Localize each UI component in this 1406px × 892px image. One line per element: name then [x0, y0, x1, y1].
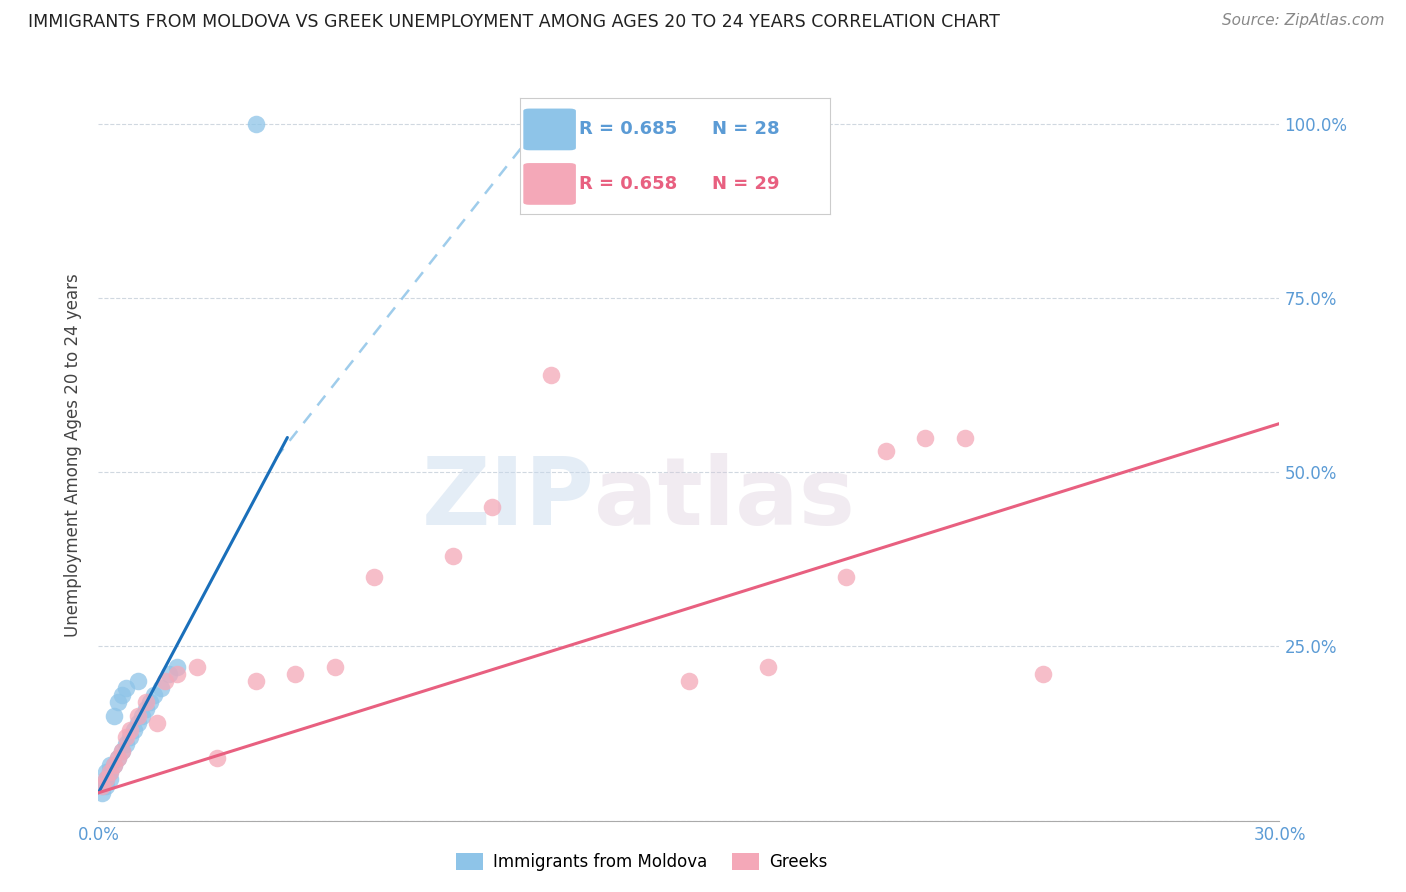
- Text: R = 0.685: R = 0.685: [579, 120, 678, 138]
- Point: [678, 674, 700, 689]
- FancyBboxPatch shape: [523, 109, 576, 150]
- Point: [107, 695, 129, 709]
- Point: [115, 681, 138, 696]
- Point: [98, 758, 121, 772]
- Point: [111, 744, 134, 758]
- Legend: Immigrants from Moldova, Greeks: Immigrants from Moldova, Greeks: [450, 847, 834, 878]
- Point: [107, 751, 129, 765]
- Point: [127, 709, 149, 723]
- Text: N = 29: N = 29: [711, 175, 779, 193]
- Point: [118, 723, 141, 737]
- Text: Source: ZipAtlas.com: Source: ZipAtlas.com: [1222, 13, 1385, 29]
- Point: [98, 764, 121, 779]
- Point: [157, 667, 180, 681]
- Point: [122, 723, 145, 737]
- Point: [111, 744, 134, 758]
- Point: [135, 702, 157, 716]
- Point: [127, 674, 149, 689]
- Point: [205, 751, 228, 765]
- Point: [91, 779, 114, 793]
- Point: [441, 549, 464, 563]
- Point: [131, 709, 153, 723]
- Point: [96, 772, 118, 786]
- Point: [98, 764, 121, 779]
- Text: R = 0.658: R = 0.658: [579, 175, 678, 193]
- Point: [540, 368, 562, 382]
- Point: [481, 500, 503, 515]
- Y-axis label: Unemployment Among Ages 20 to 24 years: Unemployment Among Ages 20 to 24 years: [65, 273, 83, 637]
- Point: [186, 660, 208, 674]
- Point: [323, 660, 346, 674]
- Point: [166, 660, 188, 674]
- Point: [91, 779, 114, 793]
- Text: atlas: atlas: [595, 453, 855, 545]
- Point: [115, 730, 138, 744]
- Point: [284, 667, 307, 681]
- Point: [138, 695, 160, 709]
- Point: [363, 570, 385, 584]
- Point: [103, 709, 125, 723]
- Point: [103, 758, 125, 772]
- Point: [96, 764, 118, 779]
- Point: [1032, 667, 1054, 681]
- Point: [115, 737, 138, 751]
- Point: [245, 674, 267, 689]
- FancyBboxPatch shape: [523, 163, 576, 205]
- Point: [914, 430, 936, 444]
- Point: [96, 772, 118, 786]
- Point: [96, 779, 118, 793]
- Point: [155, 674, 177, 689]
- Point: [91, 786, 114, 800]
- Point: [953, 430, 976, 444]
- Point: [166, 667, 188, 681]
- Point: [875, 444, 897, 458]
- Point: [756, 660, 779, 674]
- Point: [142, 688, 165, 702]
- Text: ZIP: ZIP: [422, 453, 595, 545]
- Point: [118, 730, 141, 744]
- Text: N = 28: N = 28: [711, 120, 779, 138]
- Point: [146, 716, 169, 731]
- Point: [103, 758, 125, 772]
- Point: [98, 772, 121, 786]
- Point: [135, 695, 157, 709]
- Point: [111, 688, 134, 702]
- Point: [245, 117, 267, 131]
- Point: [835, 570, 858, 584]
- Text: IMMIGRANTS FROM MOLDOVA VS GREEK UNEMPLOYMENT AMONG AGES 20 TO 24 YEARS CORRELAT: IMMIGRANTS FROM MOLDOVA VS GREEK UNEMPLO…: [28, 13, 1000, 31]
- Point: [107, 751, 129, 765]
- Point: [127, 716, 149, 731]
- Point: [150, 681, 173, 696]
